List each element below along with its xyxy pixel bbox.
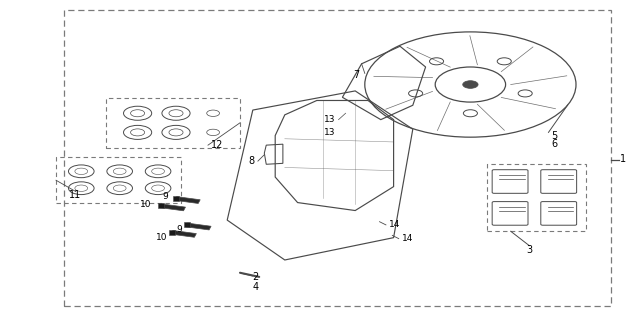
- Bar: [160, 204, 186, 211]
- Bar: [173, 196, 179, 201]
- Bar: [171, 230, 196, 237]
- Bar: [186, 223, 211, 230]
- Circle shape: [463, 81, 478, 88]
- Bar: [184, 222, 190, 227]
- Bar: [158, 203, 164, 208]
- Text: 7: 7: [353, 70, 360, 80]
- Text: 2: 2: [252, 272, 259, 282]
- Bar: [106, 98, 240, 147]
- Text: 9: 9: [177, 225, 182, 234]
- Text: 10: 10: [140, 200, 152, 209]
- Text: 11: 11: [69, 189, 81, 200]
- Text: 13: 13: [324, 115, 335, 124]
- Text: 8: 8: [248, 156, 255, 166]
- Bar: [175, 197, 200, 204]
- Bar: [169, 230, 175, 235]
- Bar: [486, 164, 586, 231]
- Text: 1: 1: [620, 154, 627, 165]
- Bar: [56, 157, 180, 204]
- Text: 3: 3: [526, 245, 532, 256]
- Text: 13: 13: [324, 128, 335, 137]
- Bar: [64, 10, 611, 306]
- Text: 4: 4: [252, 282, 259, 292]
- Text: 12: 12: [211, 140, 223, 150]
- Text: 10: 10: [156, 233, 168, 241]
- Text: 6: 6: [552, 139, 558, 149]
- Text: 5: 5: [552, 130, 558, 141]
- Text: 9: 9: [163, 192, 168, 201]
- Text: 14: 14: [389, 220, 401, 229]
- Text: 14: 14: [402, 234, 413, 243]
